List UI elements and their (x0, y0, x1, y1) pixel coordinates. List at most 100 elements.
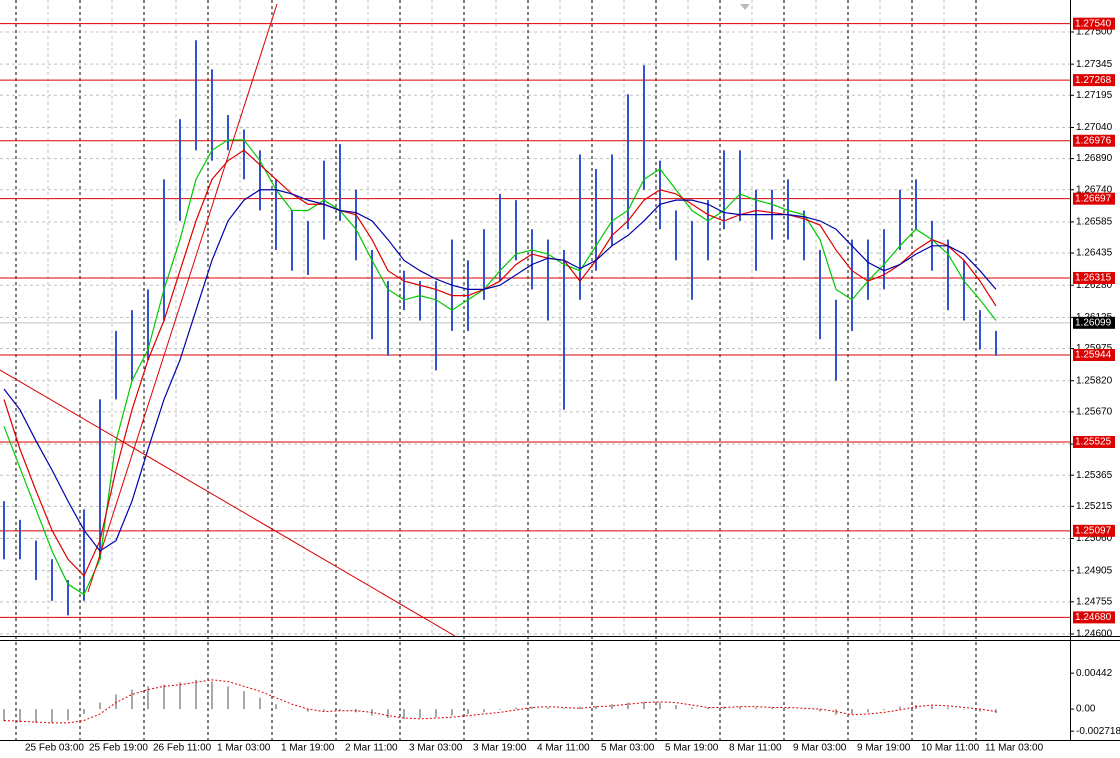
histogram-bar (387, 709, 389, 719)
y-tick-label: -0.002718 (1076, 726, 1120, 737)
signal-line (3, 679, 997, 724)
trend-line (87, 3, 278, 593)
histogram-bar (115, 694, 117, 710)
histogram-bar (595, 705, 597, 710)
moving-average (3, 139, 997, 596)
level-label-box (1073, 611, 1115, 624)
frame (0, 0, 1120, 741)
level-label: 1.27540 (1075, 18, 1112, 29)
histogram-bar (51, 709, 53, 723)
y-tick-label: 1.24600 (1076, 629, 1113, 640)
histogram-bar (947, 707, 949, 710)
histogram-bar (899, 706, 901, 710)
y-tick-label: 1.26280 (1076, 280, 1113, 291)
y-tick-label: 1.26890 (1076, 153, 1113, 164)
histogram-bar (67, 709, 69, 721)
histogram-bar (403, 709, 405, 719)
trend-line (0, 369, 456, 637)
histogram-bar (563, 708, 565, 710)
histogram-bar (867, 709, 869, 713)
histogram-bar (643, 701, 645, 710)
x-tick-label: 25 Feb 19:00 (89, 743, 148, 754)
y-tick-label: 1.25215 (1076, 501, 1113, 512)
level-label: 1.25525 (1075, 437, 1112, 448)
shift-marker (740, 4, 750, 10)
histogram-bar (755, 707, 757, 710)
histogram-bar (467, 709, 469, 714)
moving-average (3, 149, 997, 577)
histogram-bar (515, 707, 517, 710)
histogram-bar (419, 709, 421, 719)
last-price-box (1073, 316, 1115, 329)
histogram-bar (531, 706, 533, 710)
histogram-bar (707, 707, 709, 710)
level-label: 1.25944 (1075, 350, 1112, 361)
x-tick-label: 3 Mar 19:00 (473, 743, 527, 754)
histogram-bar (803, 709, 805, 710)
histogram-bar (819, 709, 821, 712)
last-price-label: 1.26099 (1075, 317, 1112, 328)
histogram-bar (339, 709, 341, 711)
x-tick-label: 11 Mar 03:00 (985, 743, 1044, 754)
y-tick-label: 1.25975 (1076, 343, 1113, 354)
histogram-bar (307, 709, 309, 712)
histogram-bar (627, 702, 629, 710)
histogram-bar (451, 709, 453, 716)
x-tick-label: 5 Mar 19:00 (665, 743, 719, 754)
moving-average (3, 189, 997, 552)
histogram-bar (99, 702, 101, 710)
y-tick-label: 1.24905 (1076, 565, 1113, 576)
level-label: 1.24680 (1075, 612, 1112, 623)
histogram-bar (771, 707, 773, 710)
histogram-bar (195, 679, 197, 710)
y-tick-label: 1.26585 (1076, 217, 1113, 228)
histogram-bar (35, 709, 37, 723)
x-tick-label: 9 Mar 19:00 (857, 743, 911, 754)
x-tick-label: 3 Mar 03:00 (409, 743, 463, 754)
x-tick-label: 5 Mar 03:00 (601, 743, 655, 754)
level-label-box (1073, 17, 1115, 30)
histogram-bar (131, 689, 133, 710)
trendlines (0, 3, 456, 637)
histogram-bar (579, 706, 581, 710)
histogram-bar (3, 709, 5, 722)
histogram-bar (227, 686, 229, 710)
histogram-bar (483, 709, 485, 713)
y-tick-label: 1.25670 (1076, 407, 1113, 418)
level-label-box (1073, 192, 1115, 205)
histogram-bar (835, 709, 837, 715)
histogram-bar (275, 704, 277, 710)
x-tick-label: 2 Mar 11:00 (345, 743, 398, 754)
histogram-bar (243, 691, 245, 710)
x-tick-label: 26 Feb 11:00 (153, 743, 212, 754)
y-tick-label: 1.26435 (1076, 248, 1113, 259)
histogram-bar (291, 709, 293, 710)
histogram-bar (851, 709, 853, 714)
histogram-bar (659, 702, 661, 710)
y-tick-label: 0.00 (1076, 704, 1096, 715)
level-label-box (1073, 524, 1115, 537)
histogram-bar (499, 709, 501, 710)
x-tick-label: 25 Feb 03:00 (25, 743, 84, 754)
histogram-bar (723, 706, 725, 710)
x-tick-label: 1 Mar 03:00 (217, 743, 271, 754)
y-tick-label: 1.25820 (1076, 375, 1113, 386)
histogram-bar (883, 709, 885, 710)
histogram-bar (163, 684, 165, 710)
histogram-bar (147, 686, 149, 710)
level-label: 1.25097 (1075, 525, 1112, 536)
level-label-box (1073, 271, 1115, 284)
y-tick-label: 1.26740 (1076, 184, 1113, 195)
y-tick-label: 1.27195 (1076, 90, 1113, 101)
level-label: 1.26976 (1075, 135, 1112, 146)
y-tick-label: 1.24755 (1076, 596, 1113, 607)
histogram-bar (963, 709, 965, 710)
y-tick-label: 1.27500 (1076, 27, 1113, 38)
x-tick-label: 4 Mar 11:00 (537, 743, 590, 754)
histogram-bar (179, 682, 181, 710)
histogram-bar (435, 709, 437, 718)
histogram-bar (547, 707, 549, 710)
histogram-bar (323, 709, 325, 711)
x-tick-label: 10 Mar 11:00 (921, 743, 980, 754)
